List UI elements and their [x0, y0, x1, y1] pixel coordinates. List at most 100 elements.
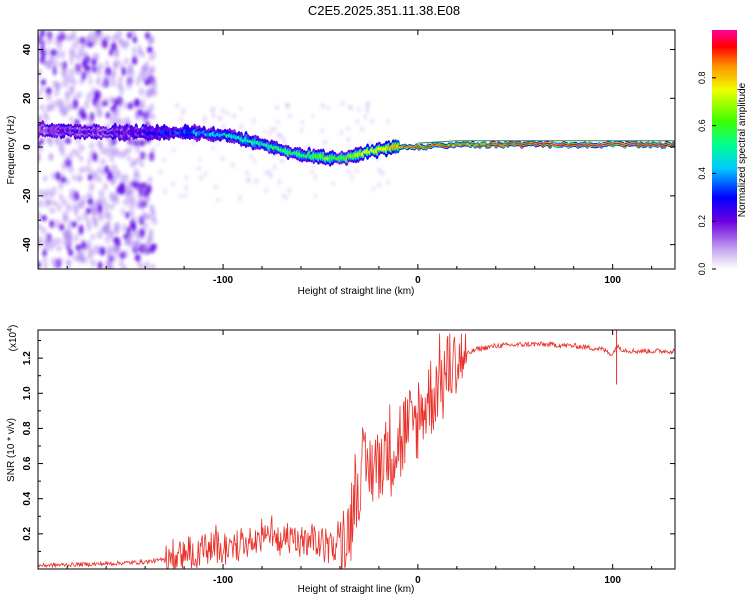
noise-speckle	[268, 172, 273, 179]
noise-speckle	[130, 195, 136, 204]
noise-speckle	[143, 245, 151, 256]
spectral-ridge	[38, 120, 675, 167]
noise-speckle	[121, 223, 127, 233]
noise-speckle	[142, 184, 148, 193]
noise-speckle	[96, 230, 103, 239]
noise-speckle	[93, 244, 100, 255]
noise-speckle	[95, 67, 102, 76]
noise-speckle	[75, 244, 82, 251]
snr-x-tick-label: 100	[604, 575, 621, 586]
noise-speckle	[178, 116, 184, 122]
noise-speckle	[219, 156, 225, 161]
noise-speckle	[42, 249, 47, 258]
snr-panel: -100 0 100 0.2 0.4 0.6 0.8 1.0 1.2 Height of str…	[6, 325, 676, 595]
snr-frame	[37, 329, 676, 570]
noise-speckle	[71, 174, 78, 181]
colorbar-tick-label: 0.8	[697, 72, 707, 85]
noise-speckle	[346, 168, 351, 175]
noise-speckle	[131, 56, 138, 66]
noise-speckle	[93, 217, 98, 226]
noise-speckle	[76, 91, 83, 99]
noise-speckle	[198, 175, 204, 181]
noise-speckle	[65, 258, 72, 267]
snr-y-multiplier: (x104)	[7, 325, 19, 352]
noise-speckle	[66, 240, 73, 249]
noise-speckle	[46, 59, 54, 69]
noise-speckle	[77, 174, 83, 182]
noise-speckle	[80, 256, 88, 265]
noise-speckle	[58, 30, 65, 37]
noise-speckle	[114, 221, 121, 230]
noise-speckle	[139, 197, 146, 204]
noise-speckle	[59, 223, 65, 231]
spectrogram-y-axis-label: Frequency (Hz)	[6, 116, 17, 185]
spectrogram-axes: -100 0 100 -40 -20 0 20 40	[22, 30, 675, 286]
noise-speckle	[56, 257, 64, 266]
noise-speckle	[253, 178, 259, 185]
noise-speckle	[110, 77, 117, 88]
noise-speckle	[95, 106, 103, 117]
noise-speckle	[108, 191, 114, 201]
noise-speckle	[65, 102, 71, 113]
noise-speckle	[275, 119, 280, 124]
noise-speckle	[215, 198, 220, 203]
noise-speckle	[38, 210, 42, 221]
noise-speckle	[69, 188, 76, 198]
noise-speckle	[147, 87, 155, 96]
noise-speckle	[149, 244, 156, 254]
spectrogram-y-tick-label: 0	[22, 144, 33, 150]
noise-speckle	[78, 201, 84, 209]
noise-speckle	[367, 140, 373, 146]
noise-speckle	[42, 256, 48, 265]
noise-speckle	[70, 148, 78, 156]
noise-speckle	[41, 215, 48, 222]
snr-y-tick-label: 0.4	[22, 491, 33, 505]
spectrogram-x-tick-label: -100	[213, 275, 233, 286]
colorbar-tick-label: 0.6	[697, 119, 707, 132]
snr-y-tick-label: 1.0	[22, 386, 33, 400]
noise-speckle	[273, 126, 277, 131]
noise-speckle	[58, 61, 64, 69]
noise-speckle	[55, 245, 63, 252]
spectrogram-x-axis-label: Height of straight line (km)	[298, 286, 415, 297]
noise-speckle	[86, 239, 92, 250]
noise-speckle	[106, 264, 112, 269]
noise-speckle	[43, 262, 48, 269]
noise-speckle	[121, 67, 126, 77]
noise-speckle	[313, 193, 317, 198]
noise-speckle	[103, 72, 111, 83]
noise-speckle	[281, 136, 286, 142]
noise-speckle	[171, 181, 175, 187]
noise-speckle	[110, 148, 118, 156]
noise-speckle	[125, 184, 133, 194]
noise-speckle	[274, 104, 280, 110]
noise-speckle	[123, 42, 128, 51]
noise-speckle	[123, 101, 128, 110]
noise-speckle	[245, 178, 251, 184]
noise-speckle	[287, 113, 293, 119]
noise-speckle	[346, 136, 352, 142]
noise-speckle	[300, 127, 304, 133]
noise-speckle	[45, 236, 51, 247]
noise-speckle	[72, 202, 80, 213]
noise-speckle	[251, 117, 256, 124]
noise-speckle	[66, 224, 72, 234]
noise-speckle	[60, 67, 68, 77]
noise-speckle	[38, 90, 42, 98]
noise-speckle	[91, 58, 97, 66]
spectrogram-y-tick-label: -20	[22, 188, 33, 203]
noise-speckle	[110, 176, 117, 186]
noise-speckle	[57, 142, 64, 152]
noise-speckle	[371, 186, 376, 192]
noise-speckle	[99, 247, 106, 256]
noise-speckle	[47, 136, 54, 144]
noise-speckle	[41, 192, 48, 199]
noise-speckle	[110, 163, 118, 174]
noise-speckle	[348, 105, 354, 110]
noise-speckle	[150, 263, 156, 269]
noise-speckle	[248, 154, 254, 159]
noise-speckle	[65, 160, 70, 167]
noise-speckle	[69, 103, 76, 111]
noise-speckle	[137, 215, 142, 225]
noise-speckle	[104, 165, 110, 174]
